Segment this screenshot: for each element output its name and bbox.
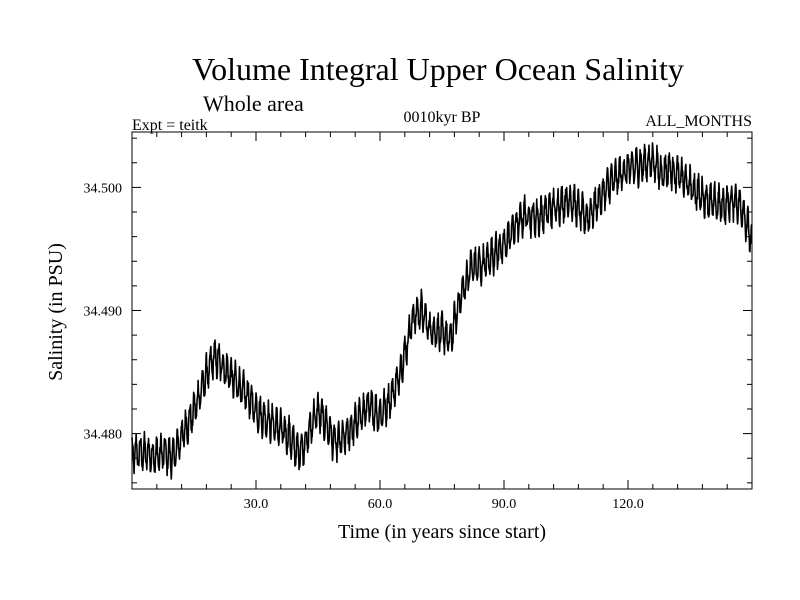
x-tick-label: 90.0 xyxy=(492,497,517,512)
expt-annotation: Expt = teitk xyxy=(132,117,208,134)
chart-subtitle: Whole area xyxy=(203,91,304,116)
period-annotation: 0010kyr BP xyxy=(404,109,481,126)
minor-ticks xyxy=(131,132,753,489)
x-axis-label: Time (in years since start) xyxy=(338,521,546,543)
y-ticks: 34.480 34.490 34.500 xyxy=(84,181,752,443)
chart-title: Volume Integral Upper Ocean Salinity xyxy=(192,51,684,87)
y-tick-label: 34.480 xyxy=(84,428,123,443)
x-tick-label: 30.0 xyxy=(244,497,269,512)
x-ticks: 30.0 60.0 90.0 120.0 xyxy=(244,132,644,512)
plot-area: 30.0 60.0 90.0 120.0 34.480 34.490 34.500 xyxy=(84,131,753,512)
y-axis-label: Salinity (in PSU) xyxy=(45,243,67,381)
months-annotation: ALL_MONTHS xyxy=(645,113,752,130)
y-tick-label: 34.490 xyxy=(84,305,123,320)
x-tick-label: 60.0 xyxy=(368,497,393,512)
x-tick-label: 120.0 xyxy=(612,497,644,512)
data-layer xyxy=(131,142,753,480)
y-tick-label: 34.500 xyxy=(84,181,123,196)
salinity-series-line xyxy=(131,142,753,480)
